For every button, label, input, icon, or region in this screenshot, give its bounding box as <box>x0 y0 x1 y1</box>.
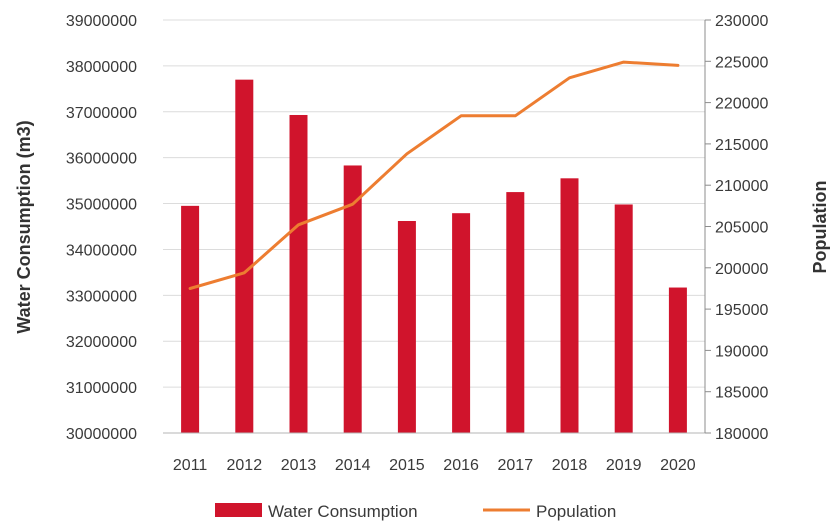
x-tick-label: 2019 <box>606 457 642 474</box>
bar-2011 <box>181 205 200 433</box>
right-tick-label: 180000 <box>715 426 768 443</box>
left-tick-label: 32000000 <box>66 334 137 351</box>
left-tick-label: 36000000 <box>66 151 137 168</box>
x-tick-label: 2016 <box>443 457 479 474</box>
left-tick-label: 38000000 <box>66 59 137 76</box>
legend-water-consumption-swatch <box>215 503 262 517</box>
bar-2020 <box>668 287 687 433</box>
bar-2016 <box>452 213 471 433</box>
right-tick-label: 190000 <box>715 343 768 360</box>
left-tick-label: 30000000 <box>66 426 137 443</box>
right-tick-label: 185000 <box>715 385 768 402</box>
x-tick-label: 2012 <box>227 457 263 474</box>
left-tick-label: 31000000 <box>66 380 137 397</box>
bar-2014 <box>343 165 362 433</box>
population-line <box>188 60 680 290</box>
x-axis-ticks: 2011 2012 2013 2014 2015 2016 2017 2018 2019 2020 <box>173 457 696 474</box>
water-consumption-bars <box>181 79 687 434</box>
gridlines <box>163 19 705 434</box>
population-line-group <box>188 60 680 290</box>
x-tick-label: 2011 <box>173 457 208 474</box>
left-tick-label: 39000000 <box>66 13 137 30</box>
right-tick-label: 220000 <box>715 96 768 113</box>
legend: Water Consumption Population <box>215 502 616 521</box>
x-tick-label: 2017 <box>498 457 534 474</box>
left-axis-ticks: 30000000 31000000 32000000 33000000 34000000… <box>66 13 137 443</box>
x-tick-label: 2014 <box>335 457 371 474</box>
legend-population-label: Population <box>536 502 616 521</box>
right-tick-label: 210000 <box>715 178 768 195</box>
right-axis-ticks: 180000 185000 190000 195000 200000 205000 2100… <box>705 13 768 443</box>
bar-2015 <box>397 220 416 433</box>
left-axis-title: Water Consumption (m3) <box>14 120 34 333</box>
left-tick-label: 37000000 <box>66 105 137 122</box>
bar-2012 <box>235 79 254 434</box>
right-tick-label: 205000 <box>715 220 768 237</box>
bar-2019 <box>614 204 633 433</box>
right-tick-label: 195000 <box>715 302 768 319</box>
x-tick-label: 2020 <box>660 457 696 474</box>
left-tick-label: 35000000 <box>66 197 137 214</box>
right-tick-label: 230000 <box>715 13 768 30</box>
legend-water-consumption-label: Water Consumption <box>268 502 418 521</box>
right-tick-label: 215000 <box>715 137 768 154</box>
bar-2013 <box>289 114 308 434</box>
left-tick-label: 33000000 <box>66 288 137 305</box>
bar-2017 <box>506 192 525 433</box>
right-tick-label: 225000 <box>715 54 768 71</box>
right-tick-label: 200000 <box>715 261 768 278</box>
x-tick-label: 2015 <box>389 457 425 474</box>
x-tick-label: 2013 <box>281 457 317 474</box>
bar-2018 <box>560 178 579 433</box>
right-axis-title: Population <box>810 181 830 274</box>
x-tick-label: 2018 <box>552 457 588 474</box>
left-tick-label: 34000000 <box>66 242 137 259</box>
